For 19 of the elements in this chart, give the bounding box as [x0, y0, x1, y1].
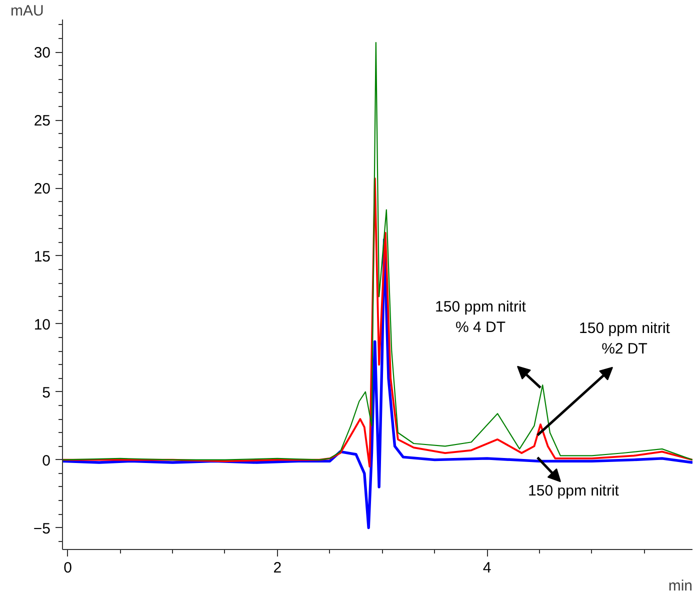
x-tick-label: 0 [64, 560, 72, 576]
y-tick-label: 25 [34, 112, 51, 130]
y-tick-label: 0 [42, 452, 50, 470]
x-tick-label: 4 [482, 560, 492, 576]
x-tick-label: 2 [273, 560, 282, 576]
line-series [62, 178, 692, 468]
y-axis-title: mAU [10, 2, 44, 20]
x-axis-title: min [668, 578, 692, 594]
y-tick-label: −5 [33, 520, 51, 538]
annotation: 150 ppm nitrit %2 DT [579, 320, 671, 358]
line-series [62, 238, 692, 530]
annotation: 150 ppm nitrit % 4 DT [435, 298, 527, 336]
y-tick-label: 20 [34, 180, 51, 198]
y-tick-label: 5 [42, 384, 50, 402]
y-tick-label: 10 [34, 316, 51, 334]
line-series [62, 42, 692, 460]
y-tick-label: 15 [34, 248, 51, 266]
y-tick-label: 30 [34, 44, 51, 62]
annotation: 150 ppm nitrit [528, 482, 620, 500]
